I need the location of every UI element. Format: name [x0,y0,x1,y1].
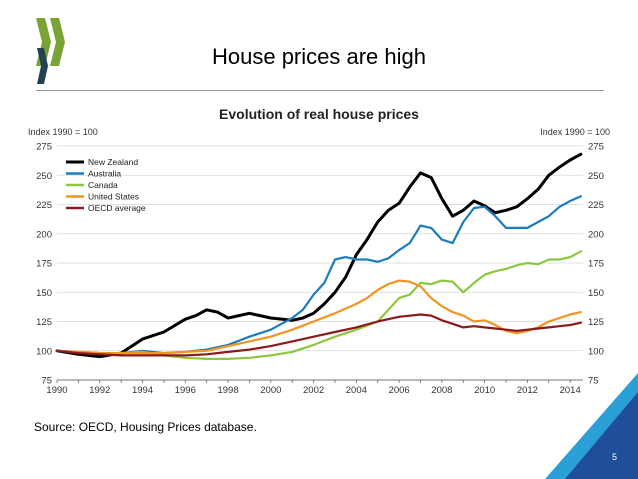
y-tick-label-left: 175 [36,259,52,270]
y-tick-label-left: 225 [36,200,52,211]
x-tick-label: 1994 [132,385,153,396]
y-tick-label-right: 225 [588,200,604,211]
legend-label: Australia [88,169,121,179]
y-tick-label-left: 75 [41,376,52,387]
x-tick-label: 2014 [560,385,581,396]
x-tick-label: 2008 [431,385,452,396]
y-tick-label-right: 275 [588,142,604,153]
chart-grid [57,145,583,381]
series-line-oecd-average [55,313,582,357]
x-tick-label: 1992 [89,385,110,396]
slide-title: House prices are high [211,44,426,69]
x-tick-label: 2006 [389,385,410,396]
title-divider [36,90,604,91]
page-number: 5 [612,452,618,462]
x-tick-label: 2000 [260,385,281,396]
oecd-logo-icon [36,18,65,84]
corner-decoration [545,373,638,479]
legend-label: OECD average [88,203,146,213]
y-tick-label-right: 100 [588,346,604,357]
y-tick-label-right: 125 [588,317,604,328]
y-tick-label-left: 125 [36,317,52,328]
chart-axes: 75 75 100 100 125 125 150 150 175 175 200 200 225 225… [28,127,610,396]
x-tick-label: 2004 [346,385,367,396]
y-tick-label-left: 100 [36,346,52,357]
y-axis-title-left: Index 1990 = 100 [28,127,98,137]
y-tick-label-right: 200 [588,229,604,240]
legend-label: New Zealand [88,157,138,167]
y-tick-label-right: 75 [588,376,599,387]
x-tick-label: 2002 [303,385,324,396]
x-tick-label: 1998 [217,385,238,396]
series-line-new-zealand [55,152,583,359]
chart-series [55,152,583,360]
y-tick-label-right: 250 [588,171,604,182]
y-tick-label-left: 250 [36,171,52,182]
series-line-canada [55,250,582,360]
logo-chevron-right [50,18,65,66]
legend-label: Canada [88,180,118,190]
series-line-united-states [55,279,582,355]
y-tick-label-left: 275 [36,142,52,153]
x-tick-label: 1996 [175,385,196,396]
y-tick-label-left: 200 [36,229,52,240]
logo-chevron-lower [37,48,48,84]
x-tick-label: 2012 [517,385,538,396]
y-tick-label-right: 150 [588,288,604,299]
legend-label: United States [88,192,139,202]
x-tick-label: 2010 [474,385,495,396]
y-tick-label-left: 150 [36,288,52,299]
chart-title: Evolution of real house prices [219,106,419,122]
y-axis-title-right: Index 1990 = 100 [540,127,610,137]
x-tick-label: 1990 [46,385,67,396]
y-tick-label-right: 175 [588,259,604,270]
source-note: Source: OECD, Housing Prices database. [34,420,257,434]
